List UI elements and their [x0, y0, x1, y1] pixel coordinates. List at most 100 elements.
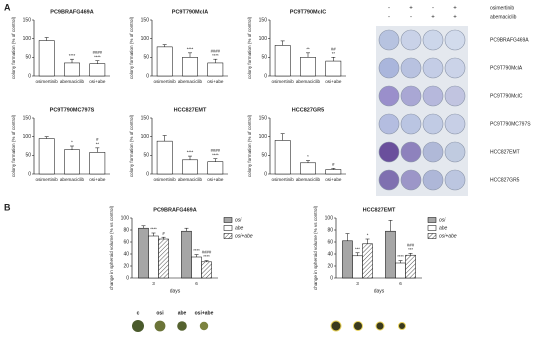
panel-label: B: [4, 202, 11, 212]
treatment-sign: -: [388, 15, 390, 21]
spheroid-label: osi: [156, 310, 164, 316]
annotation: #: [162, 231, 165, 236]
y-tick-label: 50: [261, 153, 267, 159]
chart-title: PC9T790MclA: [172, 9, 208, 15]
plate-row-label: HCC827EMT: [490, 149, 520, 155]
chart-title: HCC827EMT: [174, 107, 207, 113]
treatment-sign: +: [453, 15, 457, 21]
legend-label: abe: [235, 225, 244, 231]
x-tick-label: abemaciclib: [296, 177, 321, 182]
y-tick-label: 150: [141, 115, 150, 121]
chart-title: PC9T790MclC: [290, 9, 326, 15]
spheroid-label: c: [137, 310, 140, 316]
treatment-sign: -: [388, 6, 390, 12]
spheroid: [330, 320, 342, 332]
x-tick-label: osimertinib: [154, 177, 177, 182]
legend-label: osi: [235, 217, 242, 223]
bar: [38, 138, 55, 175]
x-tick-label: osimertinib: [154, 79, 177, 84]
y-tick-label: 100: [325, 215, 334, 221]
legend-label: osi+abe: [439, 233, 457, 239]
bar: [362, 243, 373, 279]
x-axis-label: days: [374, 288, 385, 294]
y-tick-label: 0: [146, 73, 149, 79]
y-axis-label: colony formation (% of control): [247, 114, 252, 177]
annotation: ###: [407, 243, 415, 248]
spheroid: [398, 322, 406, 330]
bar: [352, 255, 363, 279]
y-tick-label: 40: [327, 251, 333, 257]
well: [422, 85, 444, 107]
well: [378, 113, 400, 135]
panel-label: A: [4, 2, 11, 12]
annotation: ****: [69, 53, 76, 58]
bar: [182, 57, 198, 77]
annotation: ***: [408, 247, 413, 252]
bar: [395, 262, 406, 279]
y-tick-label: 80: [327, 227, 333, 233]
y-tick-label: 100: [259, 134, 268, 140]
x-tick-label: osi+abe: [207, 177, 224, 182]
annotation: ****: [203, 254, 210, 259]
annotation: ####: [211, 48, 221, 53]
treatment-sign: +: [431, 15, 435, 21]
x-tick-label: 3: [152, 281, 155, 286]
x-tick-label: osi+abe: [89, 79, 106, 84]
bar: [201, 261, 212, 279]
y-tick-label: 0: [126, 275, 129, 281]
chart-title: PC9T790MC797S: [50, 107, 95, 113]
bar: [64, 149, 80, 175]
spheroid: [154, 320, 166, 332]
y-axis-label: colony formation (% of control): [129, 16, 134, 79]
plate-row-label: HCC827GR5: [490, 177, 520, 183]
x-tick-label: osimertinib: [36, 79, 59, 84]
x-tick-label: 6: [399, 281, 402, 286]
chart-title: PC9BRAFG469A: [153, 207, 196, 213]
annotation: *: [367, 233, 369, 238]
y-tick-label: 20: [327, 263, 333, 269]
y-tick-label: 50: [25, 153, 31, 159]
y-tick-label: 100: [121, 215, 130, 221]
y-tick-label: 150: [259, 17, 268, 23]
plate-row-label: PC9BRAFG469A: [490, 37, 529, 43]
spheroid: [132, 320, 144, 332]
chart-title: PC9BRAFG469A: [50, 9, 93, 15]
bar: [325, 169, 342, 175]
well: [422, 113, 444, 135]
bar: [64, 62, 80, 77]
bar: [148, 235, 159, 279]
bar: [274, 45, 291, 77]
well: [378, 57, 400, 79]
annotation: #: [332, 162, 335, 167]
treatment-sign: -: [410, 15, 412, 21]
bar: [300, 57, 316, 77]
x-tick-label: osi+abe: [207, 79, 224, 84]
annotation: ****: [212, 152, 219, 157]
y-tick-label: 150: [23, 115, 32, 121]
x-tick-label: osi+abe: [325, 177, 342, 182]
bar: [207, 62, 224, 77]
bar: [89, 63, 106, 77]
legend-swatch: [427, 233, 437, 239]
annotation: ****: [193, 248, 200, 253]
well: [400, 85, 422, 107]
well: [400, 29, 422, 51]
bar: [325, 60, 342, 77]
x-tick-label: abemaciclib: [296, 79, 321, 84]
plate-row-label: PC9T790MclC: [490, 93, 523, 99]
x-tick-label: osimertinib: [272, 177, 295, 182]
x-tick-label: abemaciclib: [178, 79, 203, 84]
treatment-sign: +: [409, 6, 413, 12]
well: [444, 141, 466, 163]
y-axis-label: colony formation (% of control): [247, 16, 252, 79]
legend-label: osi: [439, 217, 446, 223]
y-tick-label: 100: [23, 134, 32, 140]
well: [444, 169, 466, 191]
y-tick-label: 40: [123, 251, 129, 257]
y-axis-label: colony formation (% of control): [11, 16, 16, 79]
well: [400, 141, 422, 163]
plate-row-label: PC9T790MC797S: [490, 121, 531, 127]
y-tick-label: 80: [123, 227, 129, 233]
treatment-label: osimertinib: [490, 5, 514, 11]
bar: [156, 46, 173, 77]
